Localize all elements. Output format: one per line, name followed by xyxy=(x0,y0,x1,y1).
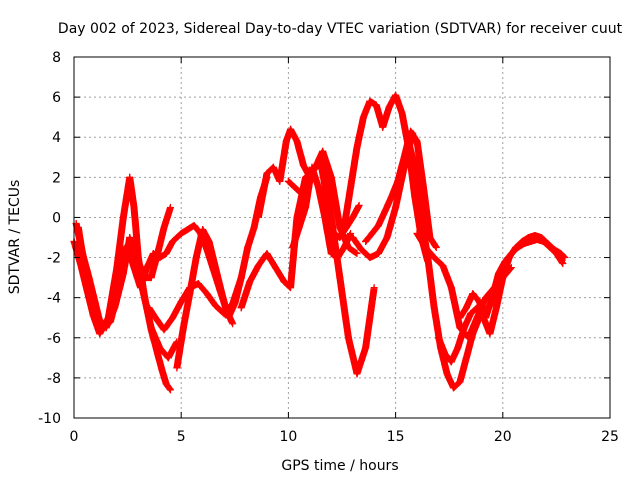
y-tick-label: 2 xyxy=(52,170,61,186)
x-tick-label: 0 xyxy=(70,429,79,445)
y-tick-label: -2 xyxy=(47,251,61,267)
series-track-5 xyxy=(145,274,245,334)
y-tick-label: 4 xyxy=(52,130,61,146)
y-tick-label: 0 xyxy=(52,210,61,226)
series-markers xyxy=(405,137,495,392)
series-track-6 xyxy=(173,173,271,372)
series-markers xyxy=(145,275,245,334)
y-tick-label: -10 xyxy=(38,411,61,427)
series-markers xyxy=(173,174,271,372)
x-tick-label: 20 xyxy=(494,429,512,445)
y-tick-label: -6 xyxy=(47,331,61,347)
series-markers xyxy=(456,236,566,322)
series-markers xyxy=(289,163,354,262)
x-tick-label: 15 xyxy=(387,429,405,445)
y-tick-label: -8 xyxy=(47,371,61,387)
y-tick-label: 8 xyxy=(52,50,61,66)
chart-title: Day 002 of 2023, Sidereal Day-to-day VTE… xyxy=(58,21,623,37)
axis-ticks: 0 5 10 15 20 25 -10 -8 -6 -4 -2 0 2 4 6 8 xyxy=(38,50,619,445)
x-tick-label: 5 xyxy=(177,429,186,445)
grid xyxy=(74,57,610,418)
x-tick-label: 25 xyxy=(601,429,619,445)
series-track-13 xyxy=(349,129,417,262)
series-track-17 xyxy=(456,236,567,322)
y-tick-label: -4 xyxy=(47,291,61,307)
y-tick-label: 6 xyxy=(52,90,61,106)
plot-frame xyxy=(73,56,611,419)
x-tick-label: 10 xyxy=(279,429,297,445)
series-track-10 xyxy=(289,163,355,262)
plot-area xyxy=(70,91,569,394)
y-axis-title: SDTVAR / TECUs xyxy=(7,180,23,295)
x-axis-title: GPS time / hours xyxy=(281,458,398,474)
series-track-14 xyxy=(404,137,496,392)
